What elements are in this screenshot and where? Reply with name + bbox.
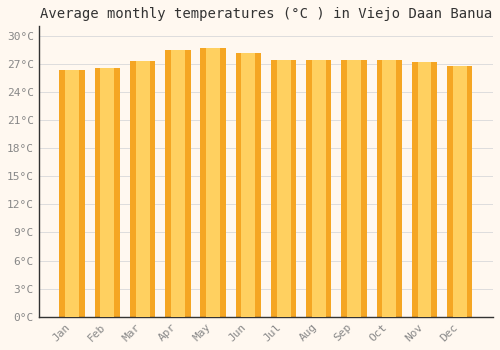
Bar [452, 66, 466, 317]
Bar [412, 62, 437, 317]
Bar [206, 48, 220, 317]
Title: Average monthly temperatures (°C ) in Viejo Daan Banua: Average monthly temperatures (°C ) in Vi… [40, 7, 492, 21]
Bar [382, 60, 396, 317]
Bar [60, 70, 85, 317]
Bar [165, 50, 190, 317]
Bar [200, 48, 226, 317]
Bar [171, 50, 185, 317]
Bar [347, 60, 361, 317]
Bar [94, 69, 120, 317]
Bar [276, 60, 290, 317]
Bar [447, 66, 472, 317]
Bar [130, 61, 156, 317]
Bar [242, 54, 256, 317]
Bar [65, 70, 79, 317]
Bar [100, 69, 114, 317]
Bar [136, 61, 149, 317]
Bar [342, 60, 366, 317]
Bar [306, 60, 332, 317]
Bar [418, 62, 432, 317]
Bar [271, 60, 296, 317]
Bar [236, 54, 261, 317]
Bar [312, 60, 326, 317]
Bar [376, 60, 402, 317]
